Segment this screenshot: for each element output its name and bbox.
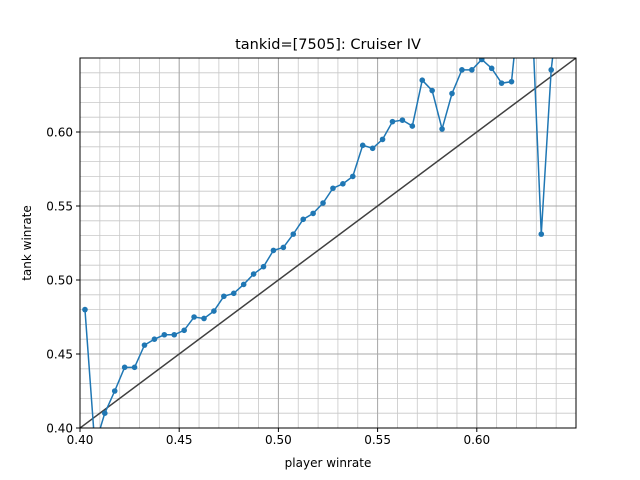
data-point — [508, 78, 515, 85]
chart-title: tankid=[7505]: Cruiser IV — [235, 37, 421, 53]
x-axis-ticks: 0.40 0.45 0.50 0.55 0.60 — [67, 428, 490, 447]
y-axis-label: tank winrate — [20, 205, 34, 281]
data-point — [221, 293, 227, 300]
series-points — [82, 0, 554, 417]
data-point — [102, 410, 108, 417]
data-point — [131, 364, 138, 371]
data-point — [379, 136, 386, 143]
y-tick-label: 0.55 — [46, 200, 73, 214]
x-tick-label: 0.40 — [67, 433, 94, 447]
data-point — [161, 331, 168, 338]
data-point — [211, 308, 217, 314]
x-axis-label: player winrate — [285, 456, 372, 470]
y-tick-label: 0.50 — [46, 274, 73, 288]
plot-area — [80, 0, 576, 428]
data-point — [310, 210, 316, 217]
plot-frame — [79, 57, 577, 429]
data-point — [121, 364, 128, 371]
data-point — [111, 388, 118, 394]
data-point — [191, 314, 197, 320]
data-point — [300, 216, 307, 223]
y-axis-ticks: 0.40 0.45 0.50 0.55 0.60 — [46, 126, 80, 436]
data-point — [419, 77, 426, 83]
x-tick-label: 0.50 — [265, 433, 292, 447]
data-point — [230, 290, 237, 297]
x-tick-label: 0.55 — [364, 433, 391, 447]
data-point — [181, 327, 187, 334]
data-point — [330, 185, 336, 192]
data-point — [201, 315, 207, 322]
data-point — [439, 126, 445, 132]
data-point — [538, 231, 545, 237]
data-point — [369, 145, 376, 152]
x-tick-label: 0.60 — [463, 433, 490, 447]
data-point — [171, 331, 178, 338]
data-point — [141, 342, 148, 348]
reference-line — [80, 58, 576, 428]
data-point — [290, 231, 297, 237]
y-tick-label: 0.45 — [46, 348, 73, 362]
data-point — [389, 118, 396, 125]
data-point — [359, 142, 366, 149]
data-point — [548, 67, 554, 73]
y-tick-label: 0.60 — [46, 126, 73, 140]
data-point — [270, 247, 277, 254]
data-point — [488, 65, 495, 72]
data-point — [409, 123, 416, 129]
data-point — [340, 181, 346, 187]
data-point — [498, 80, 505, 86]
data-point — [260, 263, 267, 270]
data-point — [478, 58, 485, 63]
data-point — [240, 281, 247, 288]
data-point — [250, 271, 257, 277]
data-point — [429, 87, 435, 94]
data-point — [449, 90, 455, 97]
data-point — [320, 200, 326, 206]
data-point — [151, 336, 158, 343]
data-point — [469, 67, 475, 73]
data-point — [350, 173, 356, 180]
data-point — [82, 306, 88, 313]
data-point — [280, 244, 287, 251]
data-point — [459, 67, 465, 73]
y-tick-label: 0.40 — [46, 422, 73, 436]
data-point — [529, 0, 535, 2]
x-tick-label: 0.45 — [166, 433, 193, 447]
data-point — [399, 117, 406, 123]
